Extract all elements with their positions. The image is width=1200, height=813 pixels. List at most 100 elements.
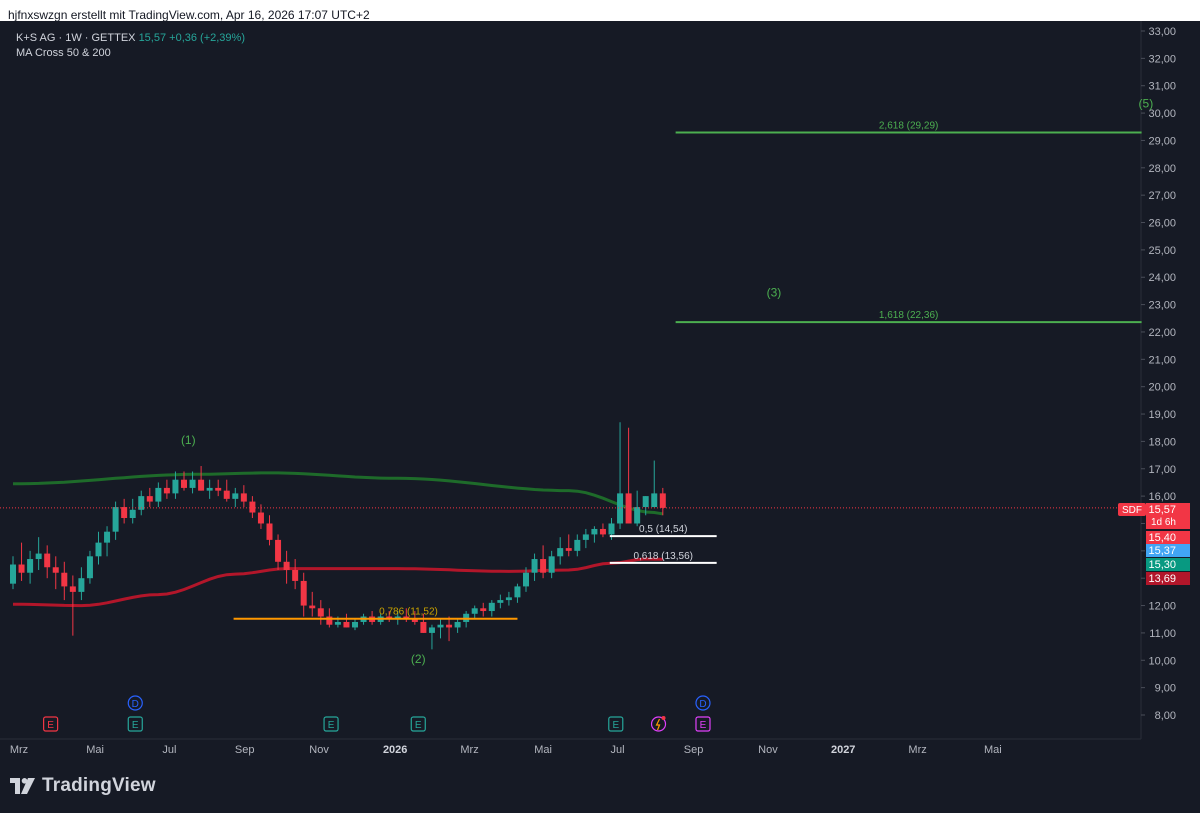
earnings-marker-text: E	[132, 720, 139, 731]
time-axis-label: 2027	[831, 744, 855, 756]
attribution-text: hjfnxswzgn erstellt mit TradingView.com,…	[8, 8, 370, 22]
candle-body	[129, 509, 136, 519]
candle-body	[599, 528, 606, 535]
price-axis-label: 12,00	[1148, 601, 1176, 613]
chart-legend: K+S AG · 1W · GETTEX 15,57 +0,36 (+2,39%…	[16, 32, 245, 44]
earnings-marker[interactable]	[608, 716, 624, 732]
chart-area[interactable]: 33,00 32,00 31,00 30,00 29,00 28,00 27,00 26,00…	[0, 21, 1200, 761]
split-event-marker[interactable]	[650, 716, 667, 732]
candle-body	[104, 531, 111, 543]
earnings-marker-text: E	[612, 720, 619, 731]
price-chart[interactable]: 33,00 32,00 31,00 30,00 29,00 28,00 27,00 26,00…	[0, 21, 1200, 761]
price-tag-value: 13,69	[1148, 573, 1176, 585]
candle-body	[172, 479, 179, 494]
price-change-label: +0,36 (+2,39%)	[169, 32, 245, 44]
time-axis-label: Nov	[309, 744, 329, 756]
candle-body	[10, 564, 16, 584]
earnings-marker-text: E	[700, 720, 707, 731]
price-axis-label: 17,00	[1148, 464, 1176, 476]
price-axis-label: 20,00	[1148, 382, 1176, 394]
time-axis-label: Mrz	[10, 744, 28, 756]
current-price-tag-value: 15,57	[1148, 504, 1176, 516]
price-axis-label: 31,00	[1148, 81, 1176, 93]
price-axis-label: 10,00	[1148, 655, 1176, 667]
wave-label: (3)	[767, 285, 782, 299]
symbol-label[interactable]: K+S AG · 1W · GETTEX	[16, 32, 136, 44]
candle-body	[454, 621, 461, 628]
candle-body	[215, 487, 222, 491]
price-axis-label: 30,00	[1148, 108, 1176, 120]
earnings-marker[interactable]	[323, 716, 339, 732]
notification-dot	[661, 716, 666, 720]
wave-label: (5)	[1139, 97, 1154, 111]
price-axis-label: 8,00	[1155, 710, 1176, 722]
brand-name: TradingView	[42, 775, 156, 796]
candle-body	[582, 534, 589, 540]
candle-body	[181, 479, 187, 488]
candle-body	[352, 621, 358, 628]
earnings-marker[interactable]	[410, 716, 426, 732]
candle-body	[557, 548, 564, 557]
candle-body	[44, 553, 51, 568]
candle-body	[565, 548, 572, 551]
candle-body	[223, 490, 230, 499]
candle-body	[411, 619, 418, 622]
candle-body	[523, 572, 529, 587]
indicator-legend[interactable]: MA Cross 50 & 200	[16, 47, 111, 59]
candle-body	[634, 507, 641, 524]
price-axis-label: 19,00	[1148, 409, 1176, 421]
candle-body	[292, 569, 299, 581]
time-axis-label: Jul	[610, 744, 624, 756]
candle-body	[317, 608, 324, 617]
candle-body	[326, 616, 333, 625]
candle-body	[591, 528, 598, 535]
candle-body	[540, 559, 547, 573]
candle-body	[488, 602, 495, 612]
candle-body	[497, 600, 504, 603]
candle-body	[300, 580, 307, 606]
dividend-marker-text: D	[699, 699, 706, 710]
time-axis-label: Sep	[235, 744, 255, 756]
dividend-marker[interactable]	[695, 695, 711, 711]
earnings-marker[interactable]	[127, 716, 143, 732]
earnings-marker[interactable]	[43, 716, 59, 732]
price-tag	[1146, 572, 1190, 585]
tradingview-logo[interactable]: TradingView	[10, 775, 156, 797]
candle-body	[240, 493, 247, 502]
price-axis-label: 21,00	[1148, 354, 1176, 366]
tradingview-logo-icon	[10, 778, 35, 794]
candle-body	[514, 586, 521, 598]
fib-level-label: 1,618 (22,36)	[879, 310, 939, 321]
current-price-tag	[1146, 503, 1190, 529]
candle-body	[531, 559, 538, 573]
candle-body	[437, 624, 444, 628]
chart-background	[0, 21, 1200, 761]
dividend-marker[interactable]	[127, 695, 143, 711]
candle-body	[138, 496, 145, 510]
candle-body	[206, 487, 213, 491]
candle-body	[198, 479, 205, 491]
time-axis-label: Mrz	[908, 744, 926, 756]
fib-level-label: 2,618 (29,29)	[879, 121, 939, 132]
price-axis-label: 23,00	[1148, 300, 1176, 312]
candle-body	[420, 621, 427, 633]
dividend-marker-text: D	[132, 699, 139, 710]
price-axis-label: 26,00	[1148, 218, 1176, 230]
ma-200-line	[13, 471, 664, 516]
indicator-label: MA Cross 50 & 200	[16, 47, 111, 59]
price-tag-value: 15,30	[1148, 559, 1176, 571]
footer-bar: TradingView	[0, 761, 1200, 813]
sdf-tag	[1118, 503, 1146, 516]
candle-body	[163, 487, 170, 494]
last-price-label: 15,57	[138, 32, 167, 44]
countdown-timer-text: 1d 6h	[1151, 517, 1176, 528]
time-axis-label: 2026	[383, 744, 407, 756]
price-tag-value: 15,40	[1148, 532, 1176, 544]
price-axis-label: 9,00	[1155, 683, 1176, 695]
earnings-marker[interactable]	[695, 716, 711, 732]
wave-label: (2)	[411, 652, 426, 666]
time-axis-label: Jul	[162, 744, 176, 756]
candle-body	[121, 507, 128, 519]
price-axis-label: 16,00	[1148, 491, 1176, 503]
price-axis-label: 22,00	[1148, 327, 1176, 339]
